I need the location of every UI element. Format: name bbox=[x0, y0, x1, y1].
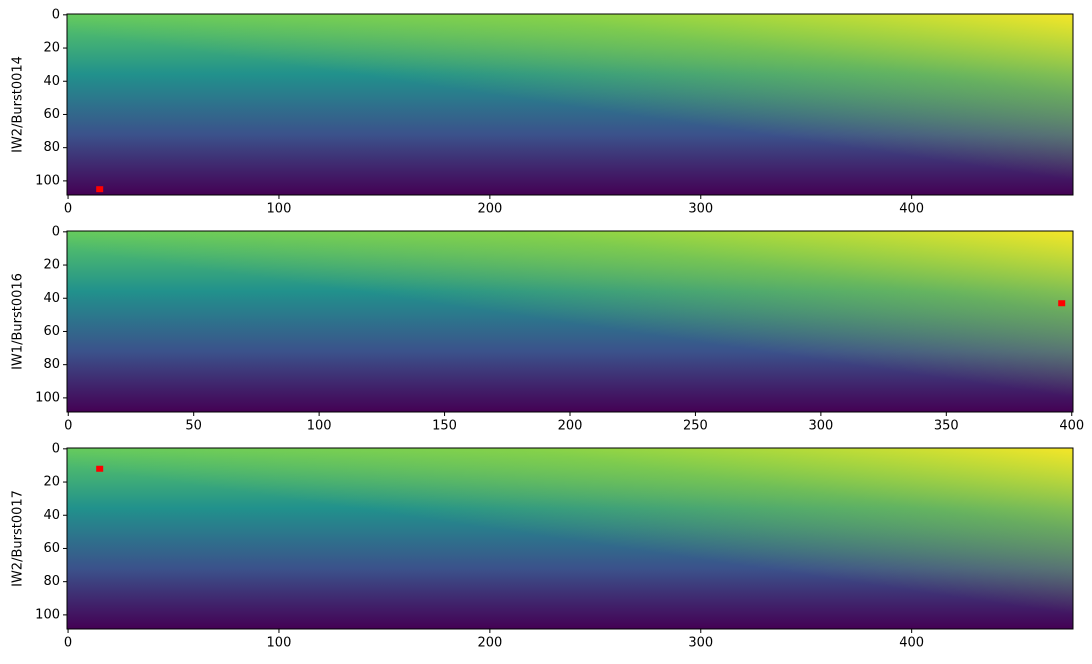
y-tick-label: 80 bbox=[43, 357, 60, 372]
x-tick-label: 0 bbox=[64, 419, 72, 434]
image-highlight bbox=[67, 448, 1073, 629]
x-tick-label: 400 bbox=[1059, 419, 1084, 434]
x-tick-label: 250 bbox=[683, 419, 708, 434]
y-tick-label: 60 bbox=[43, 324, 60, 339]
y-tick-label: 60 bbox=[43, 107, 60, 122]
y-tick-label: 20 bbox=[43, 41, 60, 56]
x-tick-label: 400 bbox=[899, 202, 924, 217]
y-axis-label: IW2/Burst0014 bbox=[11, 56, 26, 153]
x-tick-label: 300 bbox=[688, 202, 713, 217]
y-tick-label: 100 bbox=[35, 173, 60, 188]
y-tick-label: 40 bbox=[43, 74, 60, 89]
x-tick-label: 400 bbox=[899, 636, 924, 651]
x-tick-label: 100 bbox=[267, 202, 292, 217]
axes-frame bbox=[66, 447, 1074, 630]
x-tick-label: 100 bbox=[307, 419, 332, 434]
y-tick-label: 100 bbox=[35, 607, 60, 622]
y-tick-label: 40 bbox=[43, 291, 60, 306]
y-tick-label: 60 bbox=[43, 541, 60, 556]
y-tick-label: 20 bbox=[43, 475, 60, 490]
image-highlight bbox=[67, 231, 1073, 412]
y-tick-label: 20 bbox=[43, 258, 60, 273]
x-tick-label: 300 bbox=[808, 419, 833, 434]
x-tick-label: 300 bbox=[688, 636, 713, 651]
marker bbox=[96, 465, 104, 472]
marker bbox=[1058, 300, 1066, 307]
x-tick-label: 50 bbox=[185, 419, 202, 434]
x-tick-label: 150 bbox=[432, 419, 457, 434]
y-tick-label: 100 bbox=[35, 390, 60, 405]
y-tick-label: 0 bbox=[52, 441, 60, 456]
x-tick-label: 200 bbox=[558, 419, 583, 434]
y-tick-label: 80 bbox=[43, 574, 60, 589]
y-tick-label: 80 bbox=[43, 140, 60, 155]
y-tick-label: 40 bbox=[43, 508, 60, 523]
y-tick-label: 0 bbox=[52, 224, 60, 239]
x-tick-label: 0 bbox=[64, 202, 72, 217]
x-tick-label: 100 bbox=[267, 636, 292, 651]
axes-frame bbox=[66, 13, 1074, 196]
y-axis-label: IW1/Burst0016 bbox=[11, 273, 26, 370]
y-tick-label: 0 bbox=[52, 7, 60, 22]
x-tick-label: 0 bbox=[64, 636, 72, 651]
x-tick-label: 200 bbox=[477, 202, 502, 217]
image-highlight bbox=[67, 14, 1073, 195]
x-tick-label: 200 bbox=[477, 636, 502, 651]
y-axis-label: IW2/Burst0017 bbox=[11, 490, 26, 587]
x-tick-label: 350 bbox=[934, 419, 959, 434]
marker bbox=[96, 186, 104, 193]
